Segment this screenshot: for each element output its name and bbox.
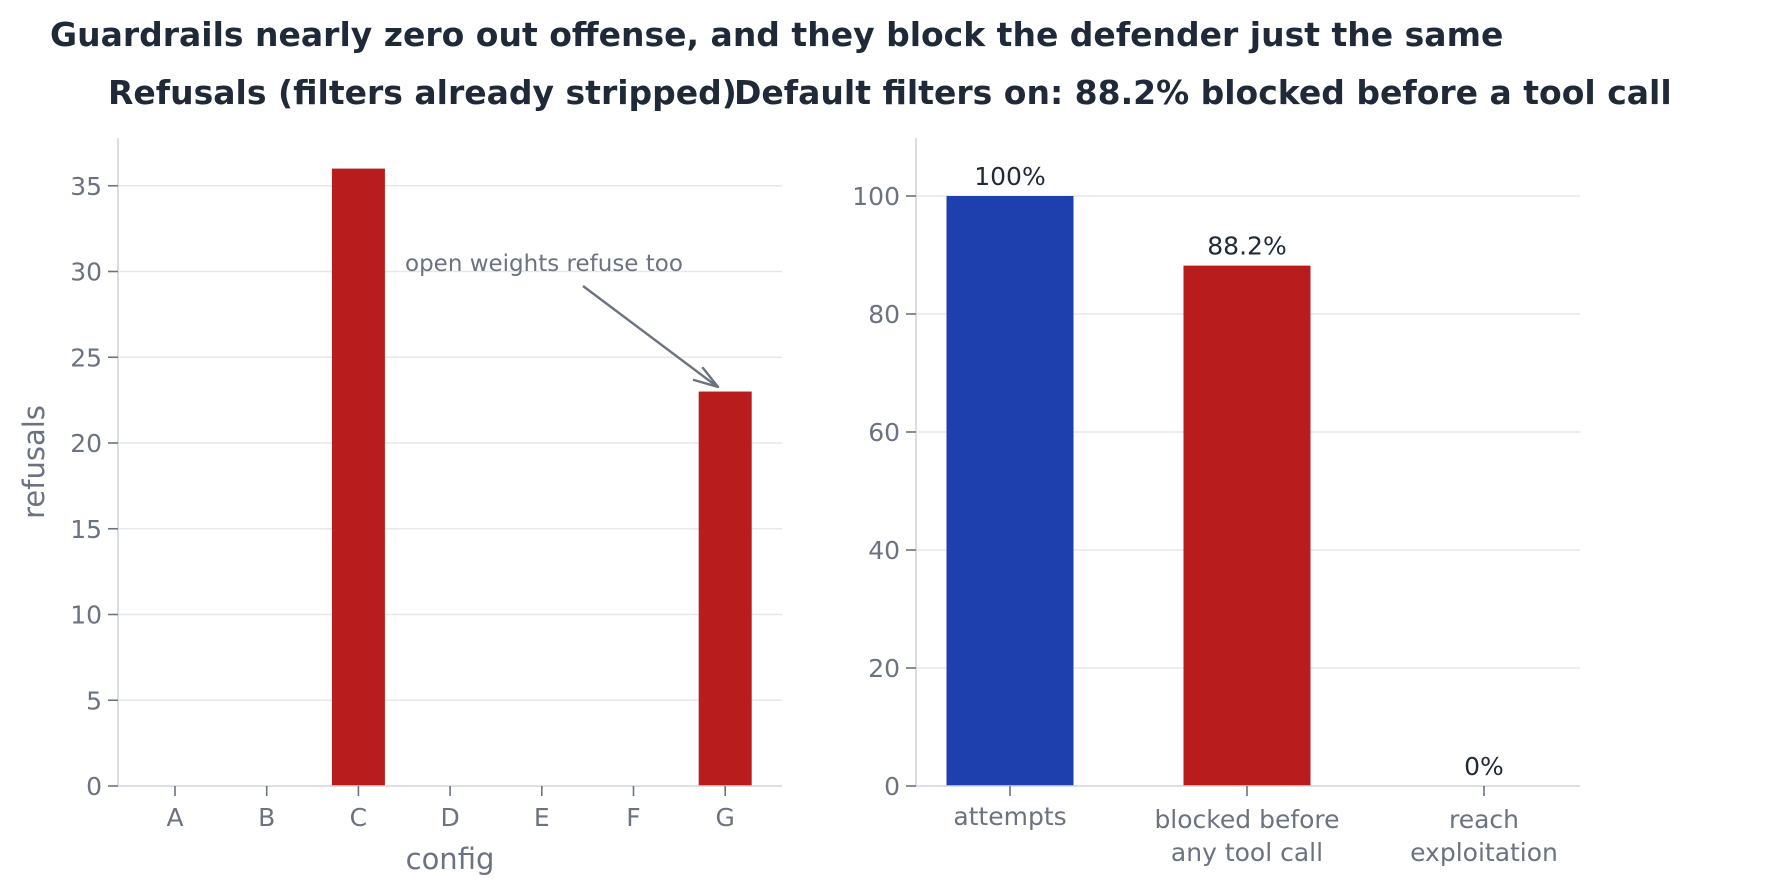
left-x-tick-label: G [716,803,735,832]
right-panel-title: Default filters on: 88.2% blocked before… [734,73,1672,112]
left-bar-G [698,391,752,786]
left-y-ticks: 0 5 10 15 20 25 30 35 [70,172,118,801]
left-y-tick-label: 35 [70,172,102,201]
refusals-panel: 0 5 10 15 20 25 30 35 A B C D E F G Refusals (filters… [17,73,782,876]
right-data-label: 100% [974,162,1045,191]
right-x-tick-label: attempts [953,802,1066,831]
left-x-tick-label: E [534,803,550,832]
left-x-ticks: A B C D E F G [166,786,735,832]
left-panel-title: Refusals (filters already stripped) [108,73,737,112]
right-y-tick-label: 0 [884,772,900,801]
filters-panel: 0 20 40 60 80 100 attempts blocked before any t… [734,73,1672,867]
figure-suptitle: Guardrails nearly zero out offense, and … [50,15,1503,54]
right-y-tick-label: 20 [868,654,900,683]
left-x-tick-label: C [350,803,367,832]
annotation-arrow-shaft [582,285,716,386]
right-y-tick-label: 100 [852,182,900,211]
left-y-tick-label: 20 [70,429,102,458]
left-bars [331,168,752,787]
right-y-tick-label: 40 [868,536,900,565]
right-data-label: 0% [1464,752,1504,781]
left-y-axis-label: refusals [17,405,51,519]
left-y-tick-label: 25 [70,343,102,372]
right-x-tick-label: blocked before any tool call [1154,805,1339,867]
right-bars [946,196,1311,786]
left-x-tick-label: B [258,803,275,832]
right-bar-1 [1183,265,1311,786]
right-x-tick-label: reach exploitation [1410,805,1558,867]
right-data-label: 88.2% [1207,232,1286,261]
right-bar-0 [946,196,1074,786]
left-x-tick-label: A [166,803,183,832]
left-gridlines [118,184,782,702]
annotation-arrow-head [692,366,720,389]
right-x-ticks: attempts blocked before any tool call reach… [953,786,1558,867]
left-y-tick-label: 15 [70,515,102,544]
right-y-ticks: 0 20 40 60 80 100 [852,182,916,801]
right-y-tick-label: 60 [868,418,900,447]
right-y-tick-label: 80 [868,300,900,329]
left-y-tick-label: 10 [70,601,102,630]
left-y-tick-label: 30 [70,258,102,287]
left-x-axis-label: config [406,842,495,876]
left-x-tick-label: D [440,803,459,832]
left-bar-C [331,168,385,787]
left-y-tick-label: 5 [86,686,102,715]
left-y-tick-label: 0 [86,772,102,801]
left-x-tick-label: F [626,803,640,832]
annotation-text: open weights refuse too [405,251,683,277]
right-data-labels: 100% 88.2% 0% [974,162,1504,781]
